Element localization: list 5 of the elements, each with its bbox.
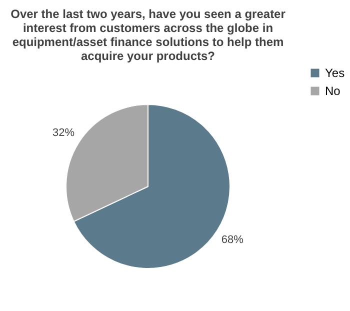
legend-label: No: [325, 84, 341, 98]
chart-title: Over the last two years, have you seen a greater interest from customers across the globe in equipment/asset finance solutions to help them acquire your products?: [10, 7, 286, 63]
data-label: 68%: [221, 234, 244, 246]
data-label: 32%: [52, 126, 75, 139]
legend-label: Yes: [325, 66, 345, 80]
